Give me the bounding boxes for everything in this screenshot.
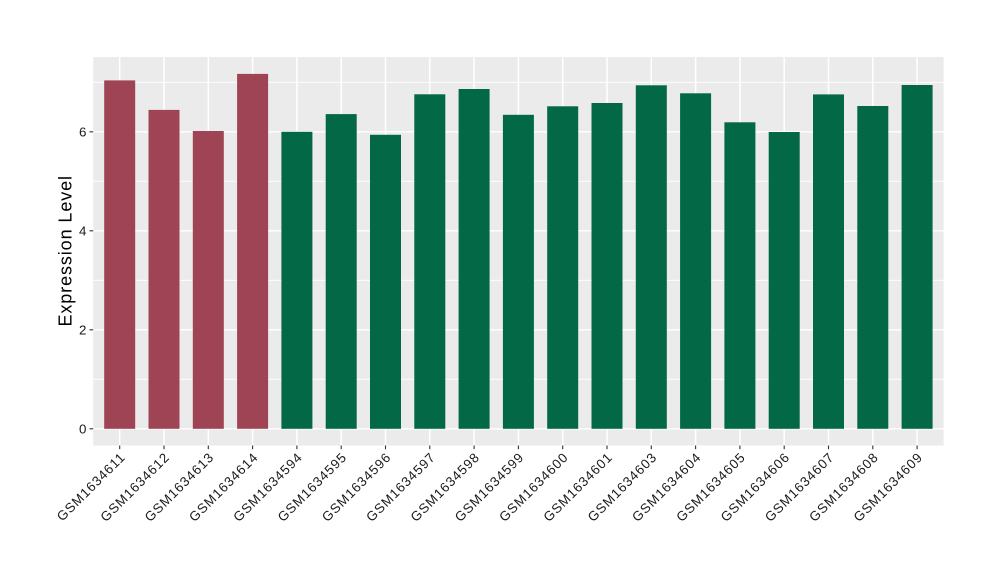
svg-text:Expression Level: Expression Level: [56, 175, 76, 326]
svg-text:2: 2: [79, 323, 86, 338]
svg-text:6: 6: [79, 125, 86, 140]
svg-text:0: 0: [79, 422, 86, 437]
svg-text:4: 4: [79, 224, 87, 239]
